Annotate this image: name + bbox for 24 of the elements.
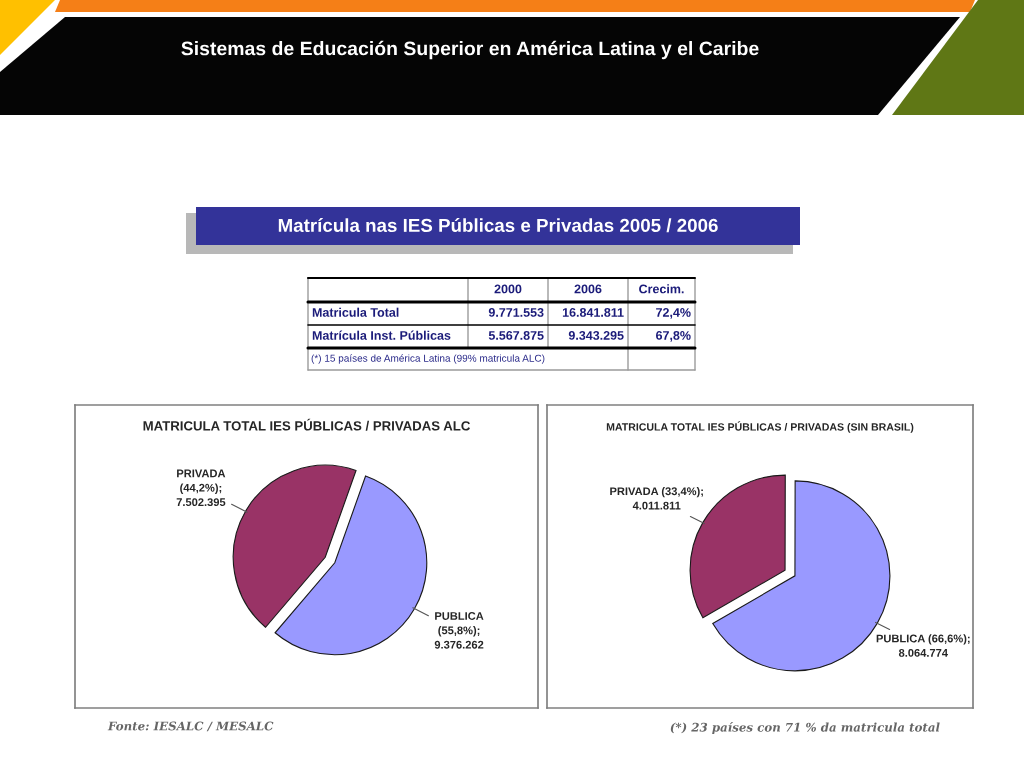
text: (*) 15 países de América Latina (99% matricula ALC) xyxy=(311,354,545,364)
text: 72,4% xyxy=(656,308,691,319)
chart-title: MATRICULA TOTAL IES PÚBLICAS / PRIVADAS ALC xyxy=(143,418,470,431)
category-label: 2006 xyxy=(574,284,602,294)
text: (*) 23 países con 71 % da matricula total xyxy=(670,722,940,734)
category-label: Matrícula Inst. Públicas xyxy=(312,330,451,340)
slice-label: PUBLICA (66,6%); 8.064.774 xyxy=(876,634,970,657)
data-label: (55,8%); 9.376.262 xyxy=(434,626,484,649)
slice-label: PUBLICA xyxy=(435,612,484,620)
slice-label: PRIVADA (33,4%); 4.011.811 xyxy=(610,487,703,510)
category-label: 2000 xyxy=(494,284,522,294)
text: 16.841.811 xyxy=(562,308,624,317)
text: 9.771.553 xyxy=(488,308,544,317)
category-label: Matricula Total xyxy=(312,307,399,317)
text: 9.343.295 xyxy=(568,331,624,340)
source-note: Fonte: IESALC / MESALC xyxy=(107,721,274,732)
text: 67,8% xyxy=(656,331,691,342)
text: Sistemas de Educación Superior en América Latina y el Caribe xyxy=(181,40,759,60)
text: 5.567.875 xyxy=(488,331,544,340)
chart-title: MATRICULA TOTAL IES PÚBLICAS / PRIVADAS (SIN BRASIL) xyxy=(606,421,914,433)
category-label: Crecim. xyxy=(639,284,684,294)
slice-label: PRIVADA xyxy=(177,469,226,478)
text: Matrícula nas IES Públicas e Privadas 2005 / 2006 xyxy=(278,218,718,233)
data-label: (44,2%); 7.502.395 xyxy=(176,483,226,507)
